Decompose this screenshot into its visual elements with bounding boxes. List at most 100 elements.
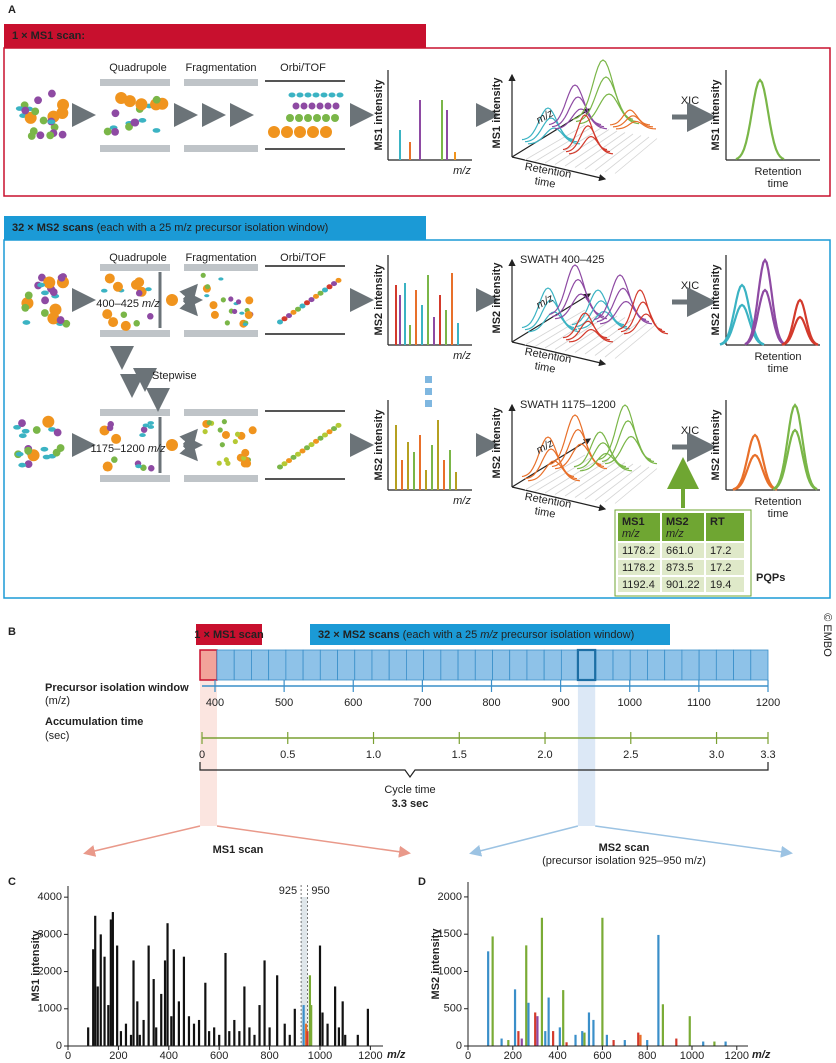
axis-unit: (m/z)	[45, 695, 70, 707]
map-grid	[614, 323, 658, 359]
ms2-scan-box	[647, 649, 666, 681]
molecule	[290, 309, 297, 315]
molecule	[130, 279, 141, 290]
label-part: m/z	[480, 629, 498, 641]
axis-label: m/z	[453, 165, 471, 177]
molecule	[42, 415, 55, 428]
bar	[308, 975, 312, 1046]
x-axis-label: m/z	[387, 1049, 406, 1061]
ellipsis-dot	[425, 400, 432, 407]
molecule	[52, 448, 61, 457]
molecule	[326, 284, 333, 290]
map-grid	[524, 454, 586, 491]
bar	[341, 1001, 344, 1046]
peak	[565, 320, 611, 341]
bar	[675, 1038, 678, 1046]
bar	[107, 1005, 110, 1046]
x-tick-label: 1200	[358, 1050, 382, 1062]
molecule	[322, 287, 328, 293]
molecule	[135, 289, 143, 297]
ms2-scan-box	[216, 649, 235, 681]
bar	[366, 1008, 369, 1046]
molecule	[166, 439, 178, 451]
molecule	[43, 276, 56, 289]
bar	[208, 1031, 211, 1046]
molecule	[322, 432, 328, 438]
molecule	[234, 431, 241, 437]
molecule	[21, 428, 30, 434]
molecule	[21, 106, 30, 115]
bar	[306, 1031, 309, 1046]
bar	[119, 1031, 123, 1046]
bar	[238, 1031, 241, 1046]
bar	[233, 1019, 236, 1046]
molecule	[49, 288, 58, 296]
arrow	[179, 441, 198, 462]
label-part: m/z	[148, 443, 166, 455]
x-axis-label: m/z	[752, 1049, 771, 1061]
quad-bar	[100, 264, 170, 271]
peak	[524, 448, 578, 480]
bar	[116, 945, 119, 1046]
table-cell-text: 901.22	[666, 579, 700, 591]
molecule	[322, 114, 330, 122]
molecule	[22, 320, 31, 325]
bar	[517, 1031, 520, 1046]
map-axis	[511, 341, 607, 367]
molecule	[200, 272, 206, 278]
table-cell	[618, 543, 660, 558]
bar	[581, 1031, 584, 1046]
molecule	[308, 102, 316, 110]
header-text: 32 × MS2 scans (each with a 25 m/z precurso…	[318, 629, 634, 641]
bar	[657, 934, 660, 1046]
ms2-cone	[577, 680, 596, 826]
tick-label: 400	[206, 697, 224, 709]
molecule	[62, 319, 71, 328]
molecule	[104, 273, 115, 284]
header-text: 1 × MS1 scan	[194, 629, 264, 641]
bar	[520, 1038, 523, 1046]
tick-label: 800	[482, 697, 500, 709]
ms2-scan-box	[526, 649, 545, 681]
ms2-scan-box	[698, 649, 717, 681]
quad-bar	[100, 79, 170, 86]
axis-label: MS2 intensity	[373, 264, 385, 336]
arrow	[179, 283, 198, 304]
y-axis-label: MS2 intensity	[430, 928, 442, 1000]
bar	[540, 917, 544, 1046]
molecule	[112, 281, 123, 292]
table-header: m/z	[666, 528, 684, 540]
frag-bar	[184, 475, 258, 482]
peak	[572, 59, 634, 120]
map-grid	[594, 465, 642, 501]
molecule	[304, 92, 312, 98]
quad-bar	[100, 409, 170, 416]
header-ms2	[310, 624, 670, 645]
molecule	[147, 313, 154, 320]
ms2-scan-box	[371, 649, 390, 681]
map-grid	[544, 127, 602, 164]
ms1-scan-box	[199, 649, 218, 681]
molecule	[130, 118, 139, 127]
xic-peak	[732, 433, 778, 491]
molecule	[239, 311, 245, 315]
molecule	[304, 114, 312, 122]
quad-bar	[100, 475, 170, 482]
y-tick-label: 2000	[38, 965, 62, 977]
molecule	[235, 299, 242, 305]
bar	[276, 975, 279, 1046]
molecule	[47, 119, 56, 125]
frag-bar	[184, 409, 258, 416]
table-cell	[662, 560, 704, 575]
molecule	[304, 300, 310, 306]
molecule	[41, 296, 49, 305]
axis-label: time	[768, 508, 789, 520]
y-tick-label: 1000	[38, 1003, 62, 1015]
molecule	[111, 109, 120, 118]
xic-label: XIC	[681, 425, 699, 437]
table-cell-text: 17.2	[710, 562, 731, 574]
bar	[491, 936, 494, 1046]
molecule	[140, 426, 148, 433]
bar	[136, 1001, 139, 1046]
cone-arrow	[469, 825, 579, 857]
